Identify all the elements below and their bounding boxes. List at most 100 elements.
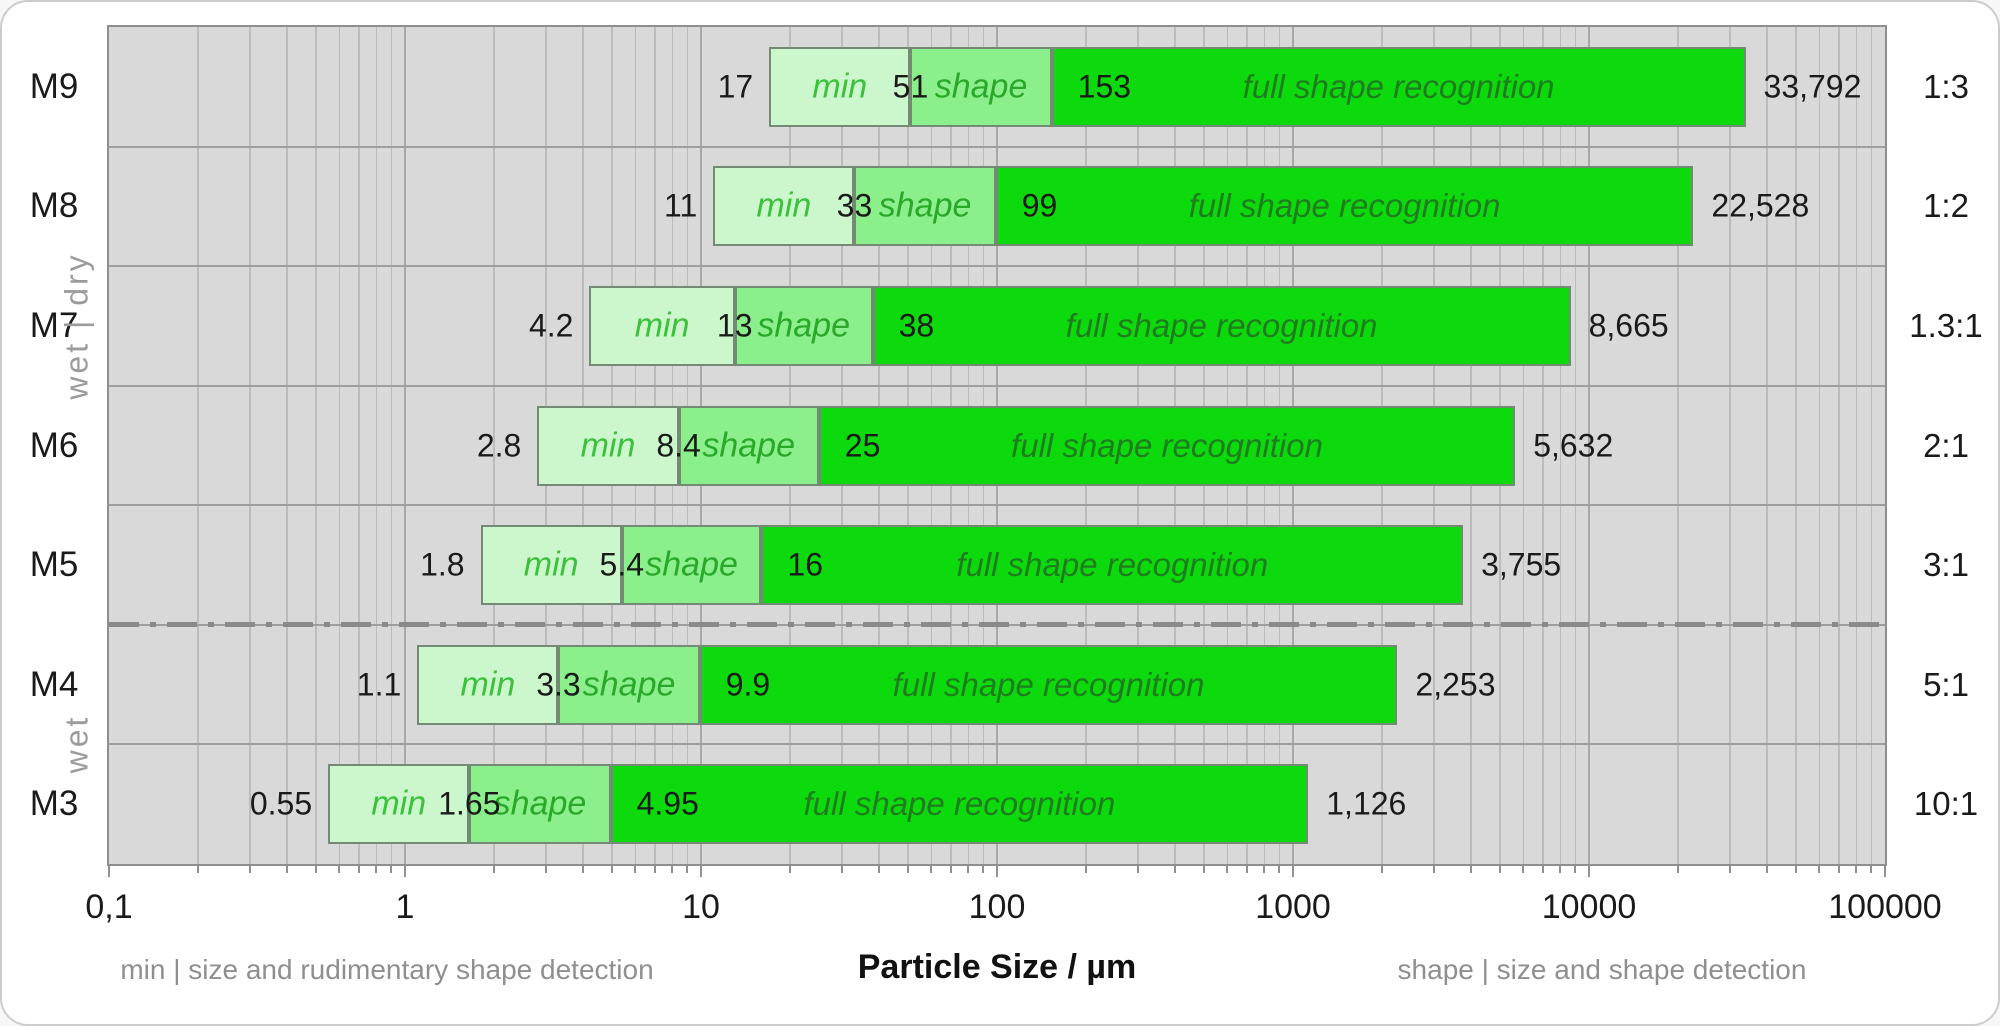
bar-value-shape-start: 5.4	[599, 546, 645, 583]
minor-tick	[1818, 865, 1821, 873]
group-label-wet-dry: wet | dry	[58, 252, 95, 400]
minor-tick	[1137, 865, 1140, 873]
minor-gridline	[390, 27, 393, 864]
x-tick-label: 1000	[1255, 888, 1331, 926]
major-tick	[108, 865, 110, 877]
minor-gridline	[1795, 27, 1797, 864]
minor-gridline	[1729, 27, 1731, 864]
bar-segment-full-M3	[610, 764, 1309, 845]
bar-value-max: 3,755	[1481, 546, 1562, 583]
bar-value-max: 33,792	[1763, 68, 1862, 105]
x-tick-label: 100000	[1828, 888, 1942, 926]
minor-gridline	[197, 27, 199, 864]
bar-segment-shape-M4	[558, 644, 700, 725]
aspect-ratio-label-M5: 3:1	[1923, 546, 1969, 584]
minor-tick	[1246, 865, 1249, 873]
minor-gridline	[1574, 27, 1577, 864]
minor-tick	[789, 865, 792, 873]
major-gridline	[1588, 27, 1590, 864]
bar-segment-shape-M7	[734, 285, 873, 366]
aspect-ratio-label-M8: 1:2	[1923, 187, 1969, 225]
segment-label-min: min	[460, 665, 516, 704]
bar-segment-shape-M6	[678, 405, 819, 486]
minor-gridline	[1870, 27, 1873, 864]
minor-tick	[338, 865, 341, 873]
major-tick	[1292, 865, 1294, 877]
minor-gridline	[1838, 27, 1840, 864]
minor-gridline	[1677, 27, 1679, 864]
minor-gridline	[1559, 27, 1562, 864]
bar-value-shape-start: 1.65	[438, 785, 501, 822]
aspect-ratio-label-M4: 5:1	[1923, 665, 1969, 703]
bar-value-min-start: 1.1	[356, 666, 402, 703]
minor-gridline	[1766, 27, 1768, 864]
bar-value-max: 22,528	[1711, 187, 1810, 224]
aspect-ratio-label-M6: 2:1	[1923, 426, 1969, 464]
bar-segment-min-M8	[713, 166, 855, 247]
bar-value-min-start: 17	[717, 68, 754, 105]
x-axis-title: Particle Size / µm	[857, 948, 1137, 986]
minor-tick	[1226, 865, 1229, 873]
bar-value-max: 8,665	[1588, 307, 1669, 344]
minor-gridline	[315, 27, 317, 864]
segment-label-min: min	[812, 67, 868, 106]
minor-tick	[906, 865, 909, 873]
major-tick	[700, 865, 702, 877]
bar-value-max: 5,632	[1533, 427, 1614, 463]
minor-tick	[390, 865, 393, 873]
minor-tick	[1498, 865, 1501, 873]
bar-value-min-start: 4.2	[528, 307, 574, 344]
group-label-wet: wet	[58, 715, 95, 774]
bar-segment-shape-M5	[621, 525, 762, 606]
bar-value-full-start: 38	[898, 307, 935, 344]
minor-tick	[314, 865, 317, 873]
bar-segment-full-M6	[818, 405, 1516, 486]
row-separator	[109, 265, 1885, 268]
bar-value-min-start: 2.8	[476, 427, 522, 463]
bar-value-full-start: 99	[1021, 187, 1058, 224]
segment-label-shape: shape	[702, 426, 796, 464]
segment-label-full: full shape recognition	[1188, 187, 1501, 225]
bar-value-full-start: 9.9	[725, 666, 771, 703]
bar-segment-full-M9	[1051, 46, 1746, 127]
bar-segment-full-M5	[761, 525, 1464, 606]
minor-tick	[1085, 865, 1088, 873]
bar-value-full-start: 25	[844, 427, 881, 463]
bar-segment-shape-M9	[910, 46, 1052, 127]
minor-tick	[1677, 865, 1680, 873]
minor-gridline	[1522, 27, 1525, 864]
minor-tick	[545, 865, 548, 873]
category-label-M5: M5	[29, 545, 79, 585]
minor-tick	[1263, 865, 1266, 873]
x-tick-label: 10	[682, 888, 720, 926]
minor-tick	[1278, 865, 1281, 873]
minor-tick	[1559, 865, 1562, 873]
segment-label-shape: shape	[645, 545, 738, 584]
bar-segment-min-M6	[537, 405, 679, 486]
note-shape-definition: shape | size and shape detection	[1397, 954, 1807, 985]
minor-tick	[1174, 865, 1177, 873]
minor-gridline	[249, 27, 251, 864]
bar-value-min-start: 11	[664, 187, 698, 224]
category-label-M8: M8	[29, 186, 79, 226]
category-label-M3: M3	[29, 784, 79, 824]
bar-value-shape-start: 51	[892, 68, 929, 105]
x-tick-label: 0,1	[85, 888, 133, 926]
minor-gridline	[375, 27, 378, 864]
bar-segment-full-M8	[995, 166, 1694, 247]
minor-tick	[1870, 865, 1873, 873]
minor-tick	[930, 865, 933, 873]
bar-value-max: 2,253	[1415, 666, 1496, 703]
minor-tick	[358, 865, 361, 873]
minor-tick	[671, 865, 674, 873]
minor-tick	[1202, 865, 1205, 873]
aspect-ratio-label-M9: 1:3	[1923, 67, 1969, 105]
x-tick-label: 10000	[1541, 888, 1637, 926]
minor-tick	[582, 865, 585, 873]
bar-value-max: 1,126	[1326, 785, 1407, 822]
segment-label-min: min	[756, 186, 812, 225]
minor-gridline	[286, 27, 288, 864]
minor-gridline	[493, 27, 495, 864]
minor-gridline	[338, 27, 341, 864]
